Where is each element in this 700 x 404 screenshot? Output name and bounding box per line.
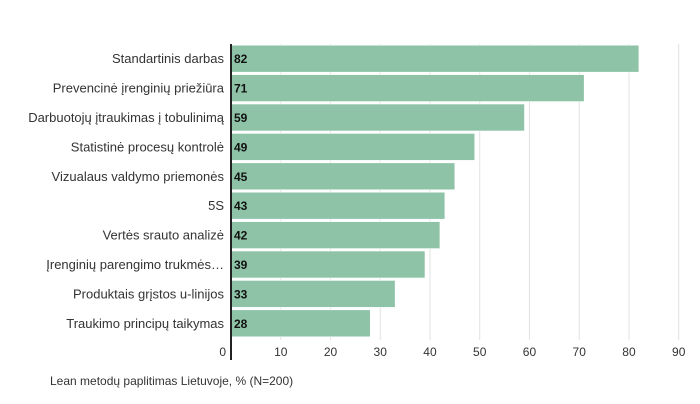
- category-label: 5S: [208, 198, 224, 213]
- x-tick-label: 40: [423, 345, 437, 359]
- bar: [230, 280, 396, 308]
- x-tick-label: 60: [523, 345, 537, 359]
- x-tick-label: 80: [622, 345, 636, 359]
- data-label: 82: [234, 52, 248, 66]
- bar: [230, 250, 426, 279]
- data-label: 28: [234, 317, 248, 331]
- data-label: 43: [234, 199, 248, 213]
- x-tick-label: 30: [374, 345, 388, 359]
- x-tick-label: 50: [473, 345, 487, 359]
- category-label: Statistinė procesų kontrolė: [71, 139, 224, 154]
- data-label: 33: [234, 287, 248, 301]
- category-label: Prevencinė įrenginių priežiūra: [53, 81, 225, 96]
- bar: [230, 191, 446, 220]
- bar: [230, 74, 585, 102]
- category-label: Vertės srauto analizė: [103, 228, 224, 243]
- category-label: Produktais grįstos u-linijos: [73, 286, 225, 301]
- bar: [230, 309, 371, 338]
- category-label: Darbuotojų įtraukimas į tobulinimą: [28, 110, 225, 125]
- category-label: Standartinis darbas: [112, 51, 225, 66]
- bar: [230, 221, 441, 249]
- data-label: 45: [234, 170, 248, 184]
- data-label: 71: [234, 82, 248, 96]
- x-tick-label: 90: [672, 345, 686, 359]
- category-label: Traukimo principų taikymas: [66, 316, 224, 331]
- bar: [230, 133, 476, 161]
- bar: [230, 103, 525, 132]
- data-label: 59: [234, 111, 248, 125]
- data-label: 39: [234, 258, 248, 272]
- category-label: Vizualaus valdymo priemonės: [52, 169, 225, 184]
- data-label: 42: [234, 229, 248, 243]
- x-tick-label: 20: [324, 345, 338, 359]
- x-tick-label: 10: [274, 345, 288, 359]
- data-label: 49: [234, 140, 248, 154]
- x-tick-label: 70: [573, 345, 587, 359]
- category-label: Įrenginių parengimo trukmės…: [46, 257, 224, 272]
- bar: [230, 44, 640, 73]
- x-tick-label: 0: [219, 345, 226, 359]
- chart-caption: Lean metodų paplitimas Lietuvoje, % (N=2…: [50, 374, 294, 388]
- bar: [230, 162, 456, 191]
